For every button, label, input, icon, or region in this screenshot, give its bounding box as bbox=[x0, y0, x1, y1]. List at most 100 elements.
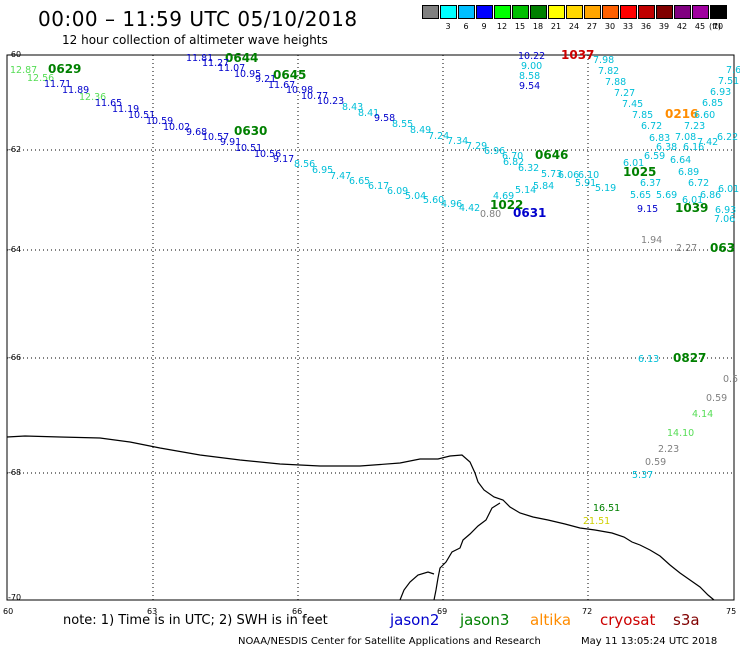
wave-height-value: 11.19 bbox=[112, 104, 139, 115]
longitude-label: 66 bbox=[292, 607, 303, 616]
wave-height-value: 6.10 bbox=[578, 170, 599, 181]
wave-height-value: 10.95 bbox=[234, 69, 261, 80]
wave-height-value: 7.82 bbox=[598, 66, 619, 77]
wave-height-value: 6.01 bbox=[682, 195, 703, 206]
scale-swatch bbox=[440, 5, 457, 19]
scale-tick-label: 30 bbox=[604, 22, 616, 31]
generated-timestamp: May 11 13:05:24 UTC 2018 bbox=[581, 636, 718, 647]
color-scale-legend: 3 6 9 12 15 18 21 24 27 30 33 36 39 42 45 70 bbox=[422, 5, 728, 33]
pass-time-label: 063 bbox=[710, 241, 735, 255]
wave-height-value: 6.72 bbox=[688, 178, 709, 189]
scale-tick-label: 36 bbox=[640, 22, 652, 31]
scale-swatch bbox=[602, 5, 619, 19]
scale-swatch bbox=[494, 5, 511, 19]
wave-height-value: 1.94 bbox=[641, 235, 662, 246]
scale-tick-label: 45 bbox=[694, 22, 706, 31]
pass-time-label: 0629 bbox=[48, 62, 81, 76]
scale-tick-label: 6 bbox=[463, 22, 469, 31]
wave-height-value: 6.65 bbox=[349, 176, 370, 187]
wave-height-value: 7.27 bbox=[614, 88, 635, 99]
scale-swatch bbox=[512, 5, 529, 19]
wave-height-value: 5.65 bbox=[630, 190, 651, 201]
wave-height-value: 9.91 bbox=[220, 137, 241, 148]
wave-height-value: 2.27 bbox=[676, 243, 697, 254]
scale-tick-label: 27 bbox=[586, 22, 598, 31]
scale-tick-label: 70 bbox=[712, 22, 724, 31]
wave-height-value: 9.00 bbox=[521, 61, 542, 72]
wave-height-value: 7.34 bbox=[447, 136, 468, 147]
wave-height-value: 6.16 bbox=[683, 142, 704, 153]
wave-height-value: 5.91 bbox=[575, 178, 596, 189]
wave-height-value: 6.64 bbox=[670, 155, 691, 166]
scale-tick-label: 15 bbox=[514, 22, 526, 31]
wave-height-value: 12.36 bbox=[79, 92, 106, 103]
wave-height-value: 14.10 bbox=[667, 428, 694, 439]
wave-height-value: 0.5 bbox=[723, 374, 738, 385]
scale-tick-label: 18 bbox=[532, 22, 544, 31]
wave-height-value: 7.08 bbox=[675, 132, 696, 143]
wave-height-value: 5.60 bbox=[423, 195, 444, 206]
wave-height-value: 8.56 bbox=[294, 159, 315, 170]
pass-time-label: 0631 bbox=[513, 206, 546, 220]
scale-unit-label: (ft) bbox=[709, 22, 722, 31]
wave-height-value: 8.41 bbox=[358, 108, 379, 119]
scale-tick-label: 39 bbox=[658, 22, 670, 31]
wave-height-value: 5.14 bbox=[515, 185, 536, 196]
wave-height-value: 0.80 bbox=[480, 209, 501, 220]
page-subtitle: 12 hour collection of altimeter wave hei… bbox=[62, 33, 328, 47]
wave-height-value: 7.24 bbox=[428, 131, 449, 142]
wave-height-value: 4.96 bbox=[441, 199, 462, 210]
wave-height-value: 7.6 bbox=[726, 65, 740, 76]
wave-height-value: 11.67 bbox=[268, 80, 295, 91]
latitude-label: -66 bbox=[8, 353, 22, 362]
wave-height-value: 5.69 bbox=[656, 190, 677, 201]
pass-time-label: 1037 bbox=[561, 48, 594, 62]
wave-height-value: 10.98 bbox=[286, 85, 313, 96]
scale-swatch bbox=[692, 5, 709, 19]
longitude-label: 60 bbox=[3, 607, 14, 616]
wave-height-value: 7.88 bbox=[605, 77, 626, 88]
latitude-label: -64 bbox=[8, 245, 22, 254]
scale-tick-label: 24 bbox=[568, 22, 580, 31]
wave-height-value: 5.73 bbox=[541, 169, 562, 180]
wave-height-value: 0.59 bbox=[706, 393, 727, 404]
scale-swatch bbox=[422, 5, 439, 19]
wave-height-value: 10.77 bbox=[301, 91, 328, 102]
latitude-label: -62 bbox=[8, 145, 22, 154]
wave-height-value: 9.17 bbox=[273, 154, 294, 165]
wave-height-value: 5.04 bbox=[405, 191, 426, 202]
wave-height-value: 7.29 bbox=[466, 141, 487, 152]
wave-height-value: 6.09 bbox=[387, 186, 408, 197]
wave-height-value: 9.68 bbox=[186, 127, 207, 138]
wave-height-value: 7.42 bbox=[697, 137, 718, 148]
wave-height-value: 6.93 bbox=[715, 205, 736, 216]
wave-height-value: 6.59 bbox=[644, 151, 665, 162]
wave-height-value: 11.89 bbox=[62, 85, 89, 96]
wave-height-value: 8.55 bbox=[392, 119, 413, 130]
coastline bbox=[6, 435, 715, 601]
wave-height-value: 10.51 bbox=[128, 110, 155, 121]
wave-height-value: 2.23 bbox=[658, 444, 679, 455]
scale-swatch bbox=[566, 5, 583, 19]
wave-height-value: 10.57 bbox=[202, 132, 229, 143]
pass-time-label: 1022 bbox=[490, 198, 523, 212]
wave-height-value: 11.27 bbox=[202, 58, 229, 69]
wave-height-value: 9.21 bbox=[255, 74, 276, 85]
wave-height-value: 6.38 bbox=[656, 142, 677, 153]
wave-height-value: 11.81 bbox=[186, 53, 213, 64]
wave-height-value: 7.51 bbox=[718, 76, 739, 87]
wave-height-value: 6.85 bbox=[702, 98, 723, 109]
scale-swatch bbox=[530, 5, 547, 19]
pass-time-label: 0645 bbox=[273, 68, 306, 82]
wave-height-value: 10.51 bbox=[235, 143, 262, 154]
wave-height-value: 7.45 bbox=[622, 99, 643, 110]
coastline-fjord bbox=[399, 571, 435, 601]
credit-line: NOAA/NESDIS Center for Satellite Applica… bbox=[238, 636, 541, 647]
pass-time-label: 1039 bbox=[675, 201, 708, 215]
wave-height-value: 6.72 bbox=[641, 121, 662, 132]
pass-time-label: 1025 bbox=[623, 165, 656, 179]
wave-height-value: 8.43 bbox=[342, 102, 363, 113]
legend-cryosat: cryosat bbox=[600, 611, 656, 629]
